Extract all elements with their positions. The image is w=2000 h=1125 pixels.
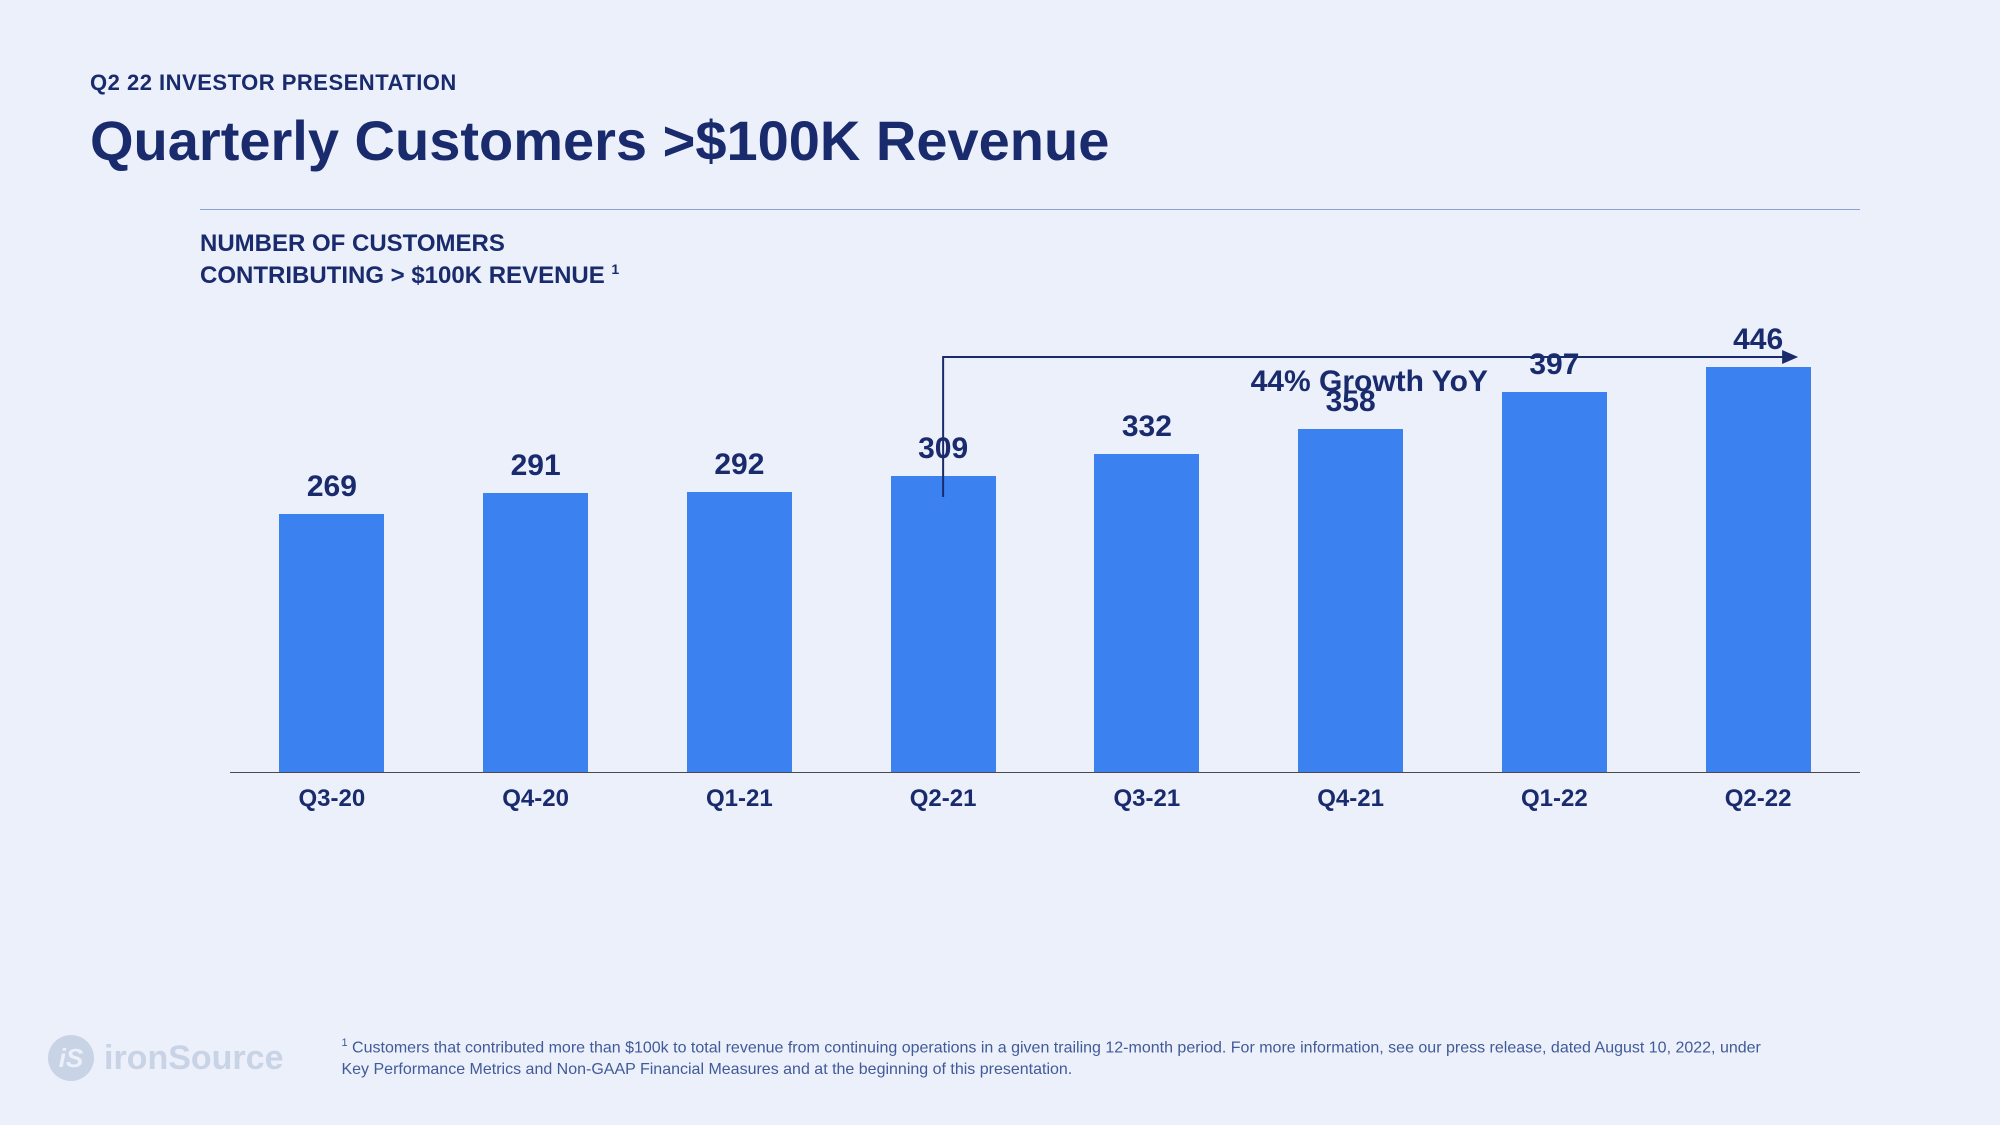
bar bbox=[483, 493, 588, 772]
subtitle-sup: 1 bbox=[611, 261, 619, 277]
logo-text: ironSource bbox=[104, 1039, 283, 1078]
bar-value-label: 291 bbox=[511, 449, 561, 483]
bar bbox=[1502, 392, 1607, 772]
eyebrow: Q2 22 INVESTOR PRESENTATION bbox=[90, 70, 1910, 96]
footnote: 1 Customers that contributed more than $… bbox=[341, 1036, 1791, 1081]
bar bbox=[1298, 429, 1403, 772]
subtitle-line1: NUMBER OF CUSTOMERS bbox=[200, 230, 505, 257]
bar bbox=[891, 476, 996, 772]
bar-value-label: 332 bbox=[1122, 410, 1172, 444]
bar-value-label: 269 bbox=[307, 470, 357, 504]
bar-value-label: 446 bbox=[1733, 323, 1783, 357]
logo: iS ironSource bbox=[48, 1035, 283, 1081]
bar-value-label: 292 bbox=[714, 448, 764, 482]
subtitle-line2: CONTRIBUTING > $100K REVENUE bbox=[200, 262, 611, 289]
bar-slot: 332 bbox=[1045, 323, 1249, 772]
page-title: Quarterly Customers >$100K Revenue bbox=[90, 108, 1910, 173]
bar bbox=[1706, 367, 1811, 772]
bar bbox=[687, 492, 792, 772]
footnote-text: Customers that contributed more than $10… bbox=[341, 1039, 1760, 1078]
chart-area: NUMBER OF CUSTOMERS CONTRIBUTING > $100K… bbox=[200, 209, 1860, 843]
divider bbox=[200, 209, 1860, 210]
plot-area: 269291292309332358397446 bbox=[230, 323, 1860, 773]
x-axis-label: Q4-21 bbox=[1249, 785, 1453, 813]
x-axis-label: Q1-22 bbox=[1453, 785, 1657, 813]
bar-slot: 446 bbox=[1656, 323, 1860, 772]
bar-chart: 269291292309332358397446 Q3-20Q4-20Q1-21… bbox=[200, 323, 1860, 843]
x-axis-label: Q1-21 bbox=[638, 785, 842, 813]
bar-slot: 292 bbox=[638, 323, 842, 772]
slide: Q2 22 INVESTOR PRESENTATION Quarterly Cu… bbox=[0, 0, 2000, 1125]
bar-slot: 269 bbox=[230, 323, 434, 772]
chart-subtitle: NUMBER OF CUSTOMERS CONTRIBUTING > $100K… bbox=[200, 228, 1860, 293]
bar-slot: 291 bbox=[434, 323, 638, 772]
bar-value-label: 397 bbox=[1529, 348, 1579, 382]
x-axis-labels: Q3-20Q4-20Q1-21Q2-21Q3-21Q4-21Q1-22Q2-22 bbox=[230, 785, 1860, 813]
x-axis-label: Q2-22 bbox=[1656, 785, 1860, 813]
growth-annotation-text: 44% Growth YoY bbox=[1251, 365, 1488, 399]
bar-slot: 309 bbox=[841, 323, 1045, 772]
x-axis-label: Q3-20 bbox=[230, 785, 434, 813]
footer: iS ironSource 1 Customers that contribut… bbox=[48, 1035, 1910, 1081]
x-axis-label: Q4-20 bbox=[434, 785, 638, 813]
x-axis-label: Q3-21 bbox=[1045, 785, 1249, 813]
bar bbox=[279, 514, 384, 772]
bar-value-label: 309 bbox=[918, 432, 968, 466]
x-axis-label: Q2-21 bbox=[841, 785, 1045, 813]
bar bbox=[1094, 454, 1199, 772]
logo-badge: iS bbox=[48, 1035, 94, 1081]
